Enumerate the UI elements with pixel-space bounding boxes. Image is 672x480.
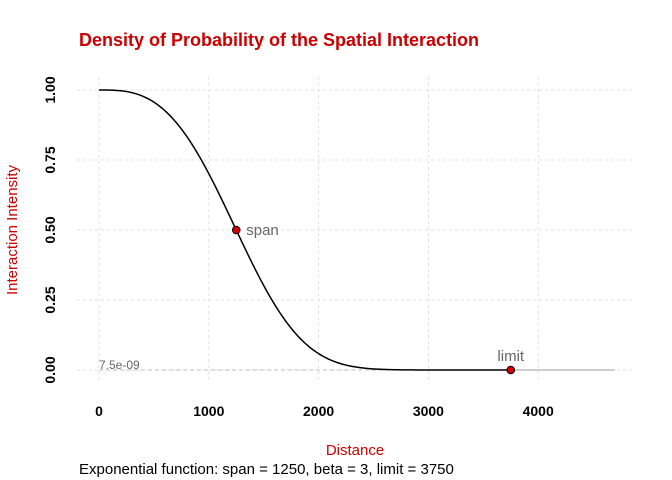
x-tick-label: 1000 xyxy=(193,403,224,419)
y-tick-label: 0.50 xyxy=(42,216,58,243)
x-axis-label: Distance xyxy=(326,442,384,459)
x-tick-label: 4000 xyxy=(523,403,554,419)
caption: Exponential function: span = 1250, beta … xyxy=(79,461,454,478)
point-label-limit: limit xyxy=(497,348,524,365)
grid xyxy=(77,77,634,380)
x-axis-ticks: 0 1000 2000 3000 4000 xyxy=(95,403,554,419)
series xyxy=(99,89,616,371)
y-tick-label: 0.75 xyxy=(42,146,58,173)
x-tick-label: 3000 xyxy=(413,403,444,419)
series-line xyxy=(99,89,511,371)
y-axis-label: Interaction Intensity xyxy=(4,164,21,295)
point-limit xyxy=(506,365,516,375)
x-tick-label: 0 xyxy=(95,403,103,419)
y-axis-ticks: 0.00 0.25 0.50 0.75 1.00 xyxy=(42,76,58,383)
point-span xyxy=(231,225,241,235)
chart-title: Density of Probability of the Spatial In… xyxy=(79,30,479,50)
y-tick-label: 0.25 xyxy=(42,286,58,313)
y-tick-label: 0.00 xyxy=(42,356,58,383)
min-value-label: 7.5e-09 xyxy=(99,358,140,372)
points: span limit xyxy=(231,222,525,375)
y-tick-label: 1.00 xyxy=(42,76,58,103)
x-tick-label: 2000 xyxy=(303,403,334,419)
point-label-span: span xyxy=(246,222,279,239)
